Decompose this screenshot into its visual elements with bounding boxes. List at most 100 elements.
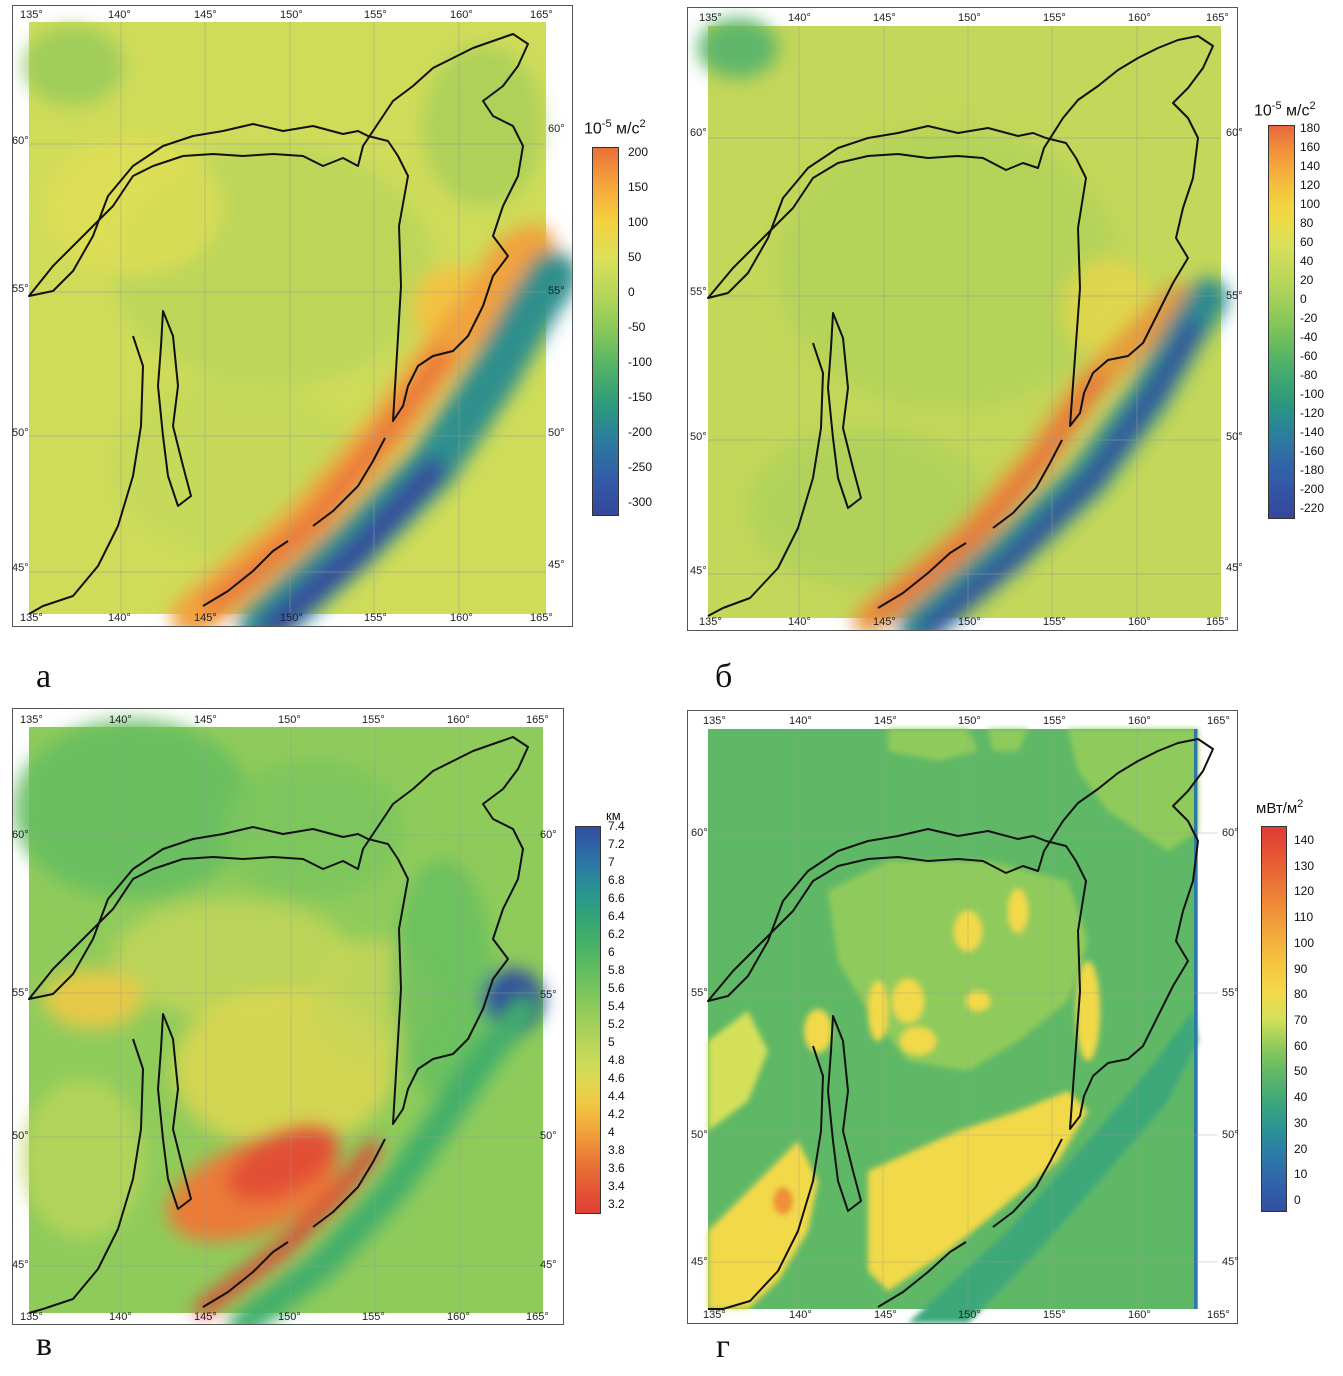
colorbar-a [592,147,619,516]
unit-sup-a: 2 [639,118,646,130]
colorbar-unit-a: 10-5 м/с2 [584,118,646,138]
unit-text-v: км [606,808,621,823]
lat-tick-a-right-1: 55° [548,285,565,297]
lat-tick-b-left-0: 60° [690,127,707,139]
colorbar-label: 80 [1294,987,1308,1002]
lon-tick-g-top-6: 165° [1207,715,1230,727]
colorbar-label: 7.4 [608,819,625,833]
colorbar-label: 120 [1300,178,1321,192]
colorbar-label: 40 [1294,1090,1308,1105]
map-frame-v [12,708,564,1325]
colorbar-label: 5 [608,1035,615,1049]
colorbar-label: -250 [628,460,653,474]
lat-tick-v-right-3: 45° [540,1259,557,1271]
colorbar-label: 150 [628,180,649,194]
lon-tick-v-top-4: 155° [362,714,385,726]
map-frame-b [687,7,1238,631]
lon-tick-a-top-6: 165° [530,9,553,21]
lat-tick-a-right-3: 45° [548,559,565,571]
lat-tick-v-right-0: 60° [540,829,557,841]
lon-tick-v-bottom-0: 135° [20,1311,43,1323]
colorbar-label: 0 [628,285,635,299]
colorbar-label: 20 [1300,273,1314,287]
lat-tick-v-right-2: 50° [540,1130,557,1142]
colorbar-label: 4.2 [608,1107,625,1121]
lon-tick-a-top-4: 155° [364,9,387,21]
lat-tick-a-left-2: 50° [12,427,29,439]
lon-tick-a-top-1: 140° [108,9,131,21]
caption-v: в [36,1326,53,1363]
colorbar-label: 180 [1300,121,1321,135]
colorbar-label: 40 [1300,254,1314,268]
lon-tick-b-bottom-5: 160° [1128,616,1151,628]
colorbar-label: 6 [608,945,615,959]
colorbar-label: 6.8 [608,873,625,887]
lon-tick-v-bottom-1: 140° [109,1311,132,1323]
lat-tick-b-right-1: 55° [1226,290,1243,302]
colorbar-label: 50 [628,250,642,264]
colorbar-label: 5.6 [608,981,625,995]
unit-base-a: 10 [584,120,602,138]
colorbar-label: 30 [1294,1115,1308,1130]
lat-tick-g-right-2: 50° [1222,1129,1239,1141]
map-a [23,22,572,626]
colorbar-label: 0 [1294,1193,1301,1207]
colorbar-label: 120 [1294,884,1315,899]
colorbar-label: -300 [628,495,653,509]
lon-tick-v-bottom-5: 160° [447,1311,470,1323]
colorbar-label: 130 [1294,858,1315,873]
lon-tick-v-bottom-3: 150° [278,1311,301,1323]
colorbar-label: 160 [1300,140,1321,154]
colorbar-unit-b: 10-5 м/с2 [1254,100,1316,120]
lon-tick-b-top-6: 165° [1206,12,1229,24]
colorbar-label: -60 [1300,349,1318,363]
lon-tick-v-bottom-2: 145° [194,1311,217,1323]
lon-tick-g-bottom-4: 155° [1043,1309,1066,1321]
lon-tick-g-bottom-1: 140° [789,1309,812,1321]
lat-tick-a-left-1: 55° [12,283,29,295]
colorbar-label: 5.2 [608,1017,625,1031]
colorbar-label: -100 [1300,387,1325,401]
colorbar-label: 6.2 [608,927,625,941]
colorbar-labels-a: 200 150 100 50 0 -50 -100 -150 -200 -250 -300 [628,146,678,508]
lon-tick-a-top-5: 160° [450,9,473,21]
unit-base-b: 10 [1254,102,1272,120]
colorbar-label: 100 [628,215,649,229]
lon-tick-a-top-0: 135° [20,9,43,21]
unit-sup-g: 2 [1297,798,1304,810]
colorbar-label: 7.2 [608,837,625,851]
colorbar-b [1268,125,1295,519]
lon-tick-b-top-1: 140° [788,12,811,24]
colorbar-label: -140 [1300,425,1325,439]
colorbar-label: -80 [1300,368,1318,382]
colorbar-label: 6.6 [608,891,625,905]
caption-g: г [716,1328,730,1365]
lat-tick-g-right-1: 55° [1222,987,1239,999]
colorbar-label: -100 [628,355,653,369]
lon-tick-v-top-6: 165° [526,714,549,726]
lon-tick-v-top-5: 160° [447,714,470,726]
colorbar-label: 50 [1294,1064,1308,1079]
lon-tick-b-bottom-2: 145° [873,616,896,628]
unit-text-b: м/с [1281,102,1310,120]
lon-tick-v-top-2: 145° [194,714,217,726]
colorbar-label: 3.4 [608,1179,625,1193]
lon-tick-a-bottom-2: 145° [194,612,217,624]
lon-tick-a-top-2: 145° [194,9,217,21]
colorbar-label: -150 [628,390,653,404]
lon-tick-g-top-3: 150° [958,715,981,727]
lon-tick-a-bottom-6: 165° [530,612,553,624]
colorbar-label: 10 [1294,1167,1308,1182]
lon-tick-g-bottom-0: 135° [703,1309,726,1321]
unit-exp-a: -5 [601,118,612,130]
lon-tick-g-top-5: 160° [1128,715,1151,727]
lat-tick-b-left-3: 45° [690,565,707,577]
lat-tick-b-right-0: 60° [1226,127,1243,139]
colorbar-label: 6.4 [608,909,625,923]
colorbar-label: 60 [1294,1038,1308,1053]
lon-tick-b-bottom-0: 135° [699,616,722,628]
colorbar-unit-g: мВт/м2 [1256,798,1303,817]
lat-tick-v-left-3: 45° [12,1259,29,1271]
lat-tick-g-left-0: 60° [691,827,708,839]
lat-tick-g-left-1: 55° [691,987,708,999]
